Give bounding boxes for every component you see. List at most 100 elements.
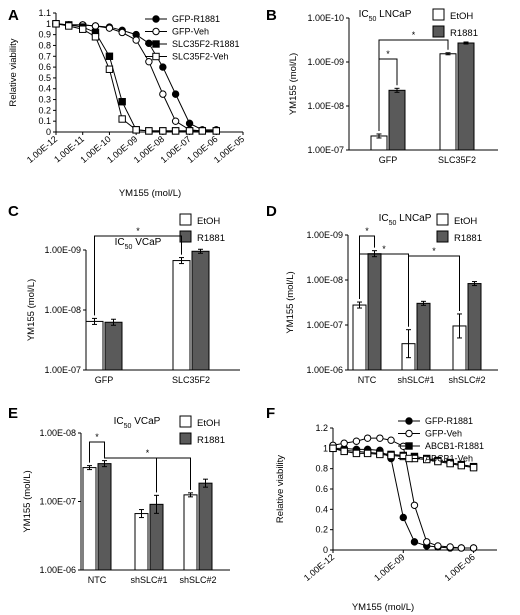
legend-entry: SLC35F2-Veh [172,52,229,62]
data-point [340,439,348,447]
data-point [79,25,87,33]
data-point [159,63,167,71]
y-tick-label: 1.00E-07 [306,320,343,330]
y-tick-label: 1.00E-07 [39,497,76,507]
data-point [434,542,442,550]
chart-title: IC50 VCaP [115,237,162,251]
y-tick-label: 1 [46,19,51,29]
chart_data.4-sig-bracket-1 [104,457,191,490]
data-point [457,544,466,552]
legend-marker [152,40,160,48]
bar [388,89,406,151]
y-tick-label: 1 [323,443,328,453]
category-label: NTC [88,575,107,585]
x-axis-label: YM155 (mol/L) [352,602,414,613]
data-point [145,57,153,66]
chart_data.1-sig-bracket-1 [378,39,449,131]
legend-entry: R1881 [197,233,225,244]
data-point [363,434,372,442]
y-tick-label: 1.00E-06 [306,365,343,375]
data-point [118,98,126,106]
y-tick-label: 1.00E-06 [39,565,76,575]
bar [416,302,431,371]
y-tick-label: 0.4 [38,84,51,94]
y-tick-label: 1.00E-08 [44,305,81,315]
bar [367,253,382,371]
y-tick-label: 0.9 [38,30,51,40]
legend-entry: ABCB1-R1881 [425,441,484,451]
chart_data.4-sig-bracket-0 [89,441,105,463]
y-axis-label: YM155 (mol/L) [285,271,296,333]
significance-marker: * [412,30,416,40]
legend-entry: R1881 [454,233,482,244]
data-point [105,52,114,60]
panel-label-C: C [8,203,19,220]
data-point [185,127,194,135]
legend-marker [152,52,160,61]
panel-label-A: A [8,7,19,24]
legend-swatch [436,230,449,243]
data-point [446,543,454,551]
chart_data.4-sig-bracket-2 [156,457,191,493]
y-tick-label: 1.00E-07 [44,365,81,375]
bar [172,260,191,371]
y-tick-label: 1.00E-09 [306,230,343,240]
legend-entry: GFP-R1881 [425,416,473,426]
data-point [376,434,384,442]
legend-marker [405,417,413,425]
legend-entry: SLC35F2-R1881 [172,39,240,49]
data-point [410,501,419,509]
y-tick-label: 1.00E-08 [307,101,344,111]
data-point [423,538,431,546]
data-point [410,538,419,546]
chart_data.2-sig-bracket-0 [94,235,182,316]
y-tick-label: 1.00E-09 [44,245,81,255]
bar [439,53,457,151]
panel-label-B: B [266,7,277,24]
legend-marker [405,429,413,438]
legend-swatch [179,415,192,428]
y-tick-label: 1.00E-10 [307,13,344,23]
data-point [159,90,167,98]
data-point [145,39,153,47]
legend-entry: GFP-Veh [172,27,209,37]
significance-marker: * [432,246,436,256]
chart-title: IC50 LNCaP [359,9,412,23]
legend-swatch [179,213,192,226]
bar [97,463,112,571]
data-point [399,513,407,522]
y-tick-label: 1.2 [315,423,328,433]
panel-label-D: D [266,203,277,220]
x-axis-label: YM155 (mol/L) [119,188,181,199]
y-tick-label: 0.4 [315,504,328,514]
significance-marker: * [95,432,99,442]
y-axis-label: YM155 (mol/L) [22,470,33,532]
category-label: NTC [358,375,377,385]
data-point [118,28,126,37]
y-tick-label: 1.00E-09 [307,57,344,67]
legend-entry: EtOH [454,216,477,227]
legend-marker [152,15,160,23]
y-tick-label: 0.6 [38,62,51,72]
legend-entry: EtOH [197,418,220,429]
legend-entry: R1881 [197,435,225,446]
significance-marker: * [386,49,390,59]
category-label: shSLC#1 [397,375,434,385]
category-label: SLC35F2 [172,375,210,385]
chart-title: IC50 VCaP [114,416,161,430]
data-point [132,36,140,44]
data-point [185,119,194,128]
data-point [132,126,140,134]
y-tick-label: 1.00E-07 [307,145,344,155]
y-axis-label: YM155 (mol/L) [26,279,37,341]
data-point [387,451,395,460]
data-point [434,457,442,466]
bar [134,513,149,571]
data-point [105,65,114,73]
legend-entry: ABCB1-Veh [425,454,473,464]
bar [198,482,213,571]
data-point [352,437,361,445]
legend-swatch [436,213,449,226]
legend-swatch [432,8,445,21]
bar [191,250,210,371]
